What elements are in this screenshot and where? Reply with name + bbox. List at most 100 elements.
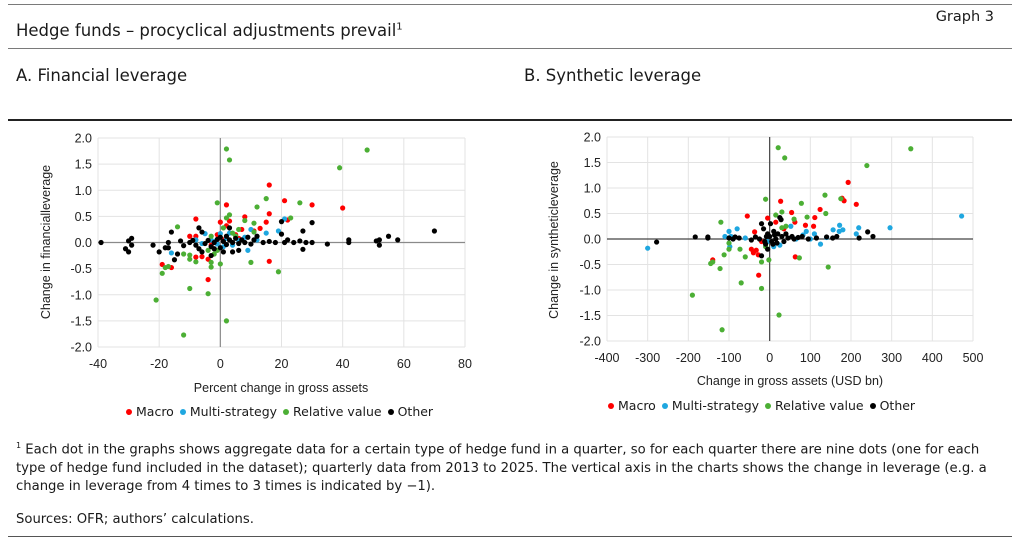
data-point-relative_value bbox=[226, 157, 233, 163]
data-point-other bbox=[752, 234, 759, 240]
panel-b-title: B. Synthetic leverage bbox=[524, 66, 702, 85]
legend-item-macro: Macro bbox=[602, 398, 656, 413]
data-point-relative_value bbox=[726, 240, 732, 246]
data-point-other bbox=[830, 235, 836, 241]
x-tick-label: 300 bbox=[881, 351, 902, 365]
x-tick-label: 100 bbox=[800, 351, 821, 365]
data-point-other bbox=[168, 229, 174, 235]
data-point-relative_value bbox=[187, 252, 193, 258]
data-point-macro bbox=[810, 223, 817, 229]
data-point-other bbox=[242, 239, 248, 246]
data-point-macro bbox=[187, 233, 193, 239]
data-point-other bbox=[251, 237, 257, 243]
chart-financial-leverage: Change in financialleverage Percent chan… bbox=[39, 132, 472, 396]
data-point-relative_value bbox=[908, 146, 914, 152]
data-point-relative_value bbox=[275, 269, 282, 275]
data-point-other bbox=[181, 243, 187, 249]
data-point-multi_strategy bbox=[811, 231, 817, 237]
series-relative_value bbox=[153, 146, 370, 338]
legend-label: Multi-strategy bbox=[671, 398, 760, 413]
data-point-relative_value bbox=[721, 252, 727, 258]
data-point-relative_value bbox=[791, 216, 797, 222]
data-point-other bbox=[654, 239, 660, 245]
data-point-other bbox=[758, 221, 765, 227]
y-tick-label: -1.5 bbox=[70, 314, 92, 328]
data-point-relative_value bbox=[208, 264, 214, 270]
data-point-multi_strategy bbox=[722, 233, 728, 240]
data-point-other bbox=[865, 229, 871, 235]
legend-dot-icon bbox=[179, 409, 186, 415]
y-tick-label: 0.5 bbox=[75, 210, 92, 224]
panel-rule bbox=[8, 119, 1012, 121]
legend-item-multi_strategy: Multi-strategy bbox=[656, 398, 759, 413]
data-point-macro bbox=[205, 276, 211, 283]
data-point-relative_value bbox=[758, 285, 765, 292]
data-point-relative_value bbox=[737, 246, 743, 252]
data-point-other bbox=[346, 237, 352, 243]
data-point-relative_value bbox=[796, 255, 802, 261]
legend-dot-icon bbox=[869, 403, 876, 409]
data-point-other bbox=[758, 253, 765, 259]
data-point-macro bbox=[802, 222, 809, 228]
data-point-other bbox=[324, 241, 330, 247]
data-point-other bbox=[229, 239, 236, 246]
data-point-other bbox=[217, 245, 223, 251]
y-tick-label: 2.0 bbox=[75, 132, 92, 146]
data-point-relative_value bbox=[775, 145, 781, 151]
data-point-other bbox=[125, 249, 132, 255]
data-point-relative_value bbox=[159, 270, 165, 276]
data-point-multi_strategy bbox=[742, 235, 748, 241]
footnote: 1 Each dot in the graphs shows aggregate… bbox=[16, 437, 1011, 497]
data-point-other bbox=[771, 232, 778, 238]
data-point-multi_strategy bbox=[837, 222, 843, 228]
x-tick-label: 80 bbox=[458, 357, 472, 371]
data-point-macro bbox=[765, 215, 771, 221]
data-point-other bbox=[781, 238, 787, 245]
x-axis-label: Change in gross assets (USD bn) bbox=[697, 374, 883, 388]
data-point-macro bbox=[812, 214, 818, 221]
data-point-relative_value bbox=[758, 259, 765, 265]
x-tick-label: -300 bbox=[635, 351, 660, 365]
data-point-other bbox=[309, 220, 315, 226]
data-point-macro bbox=[817, 206, 823, 213]
panel-a-title: A. Financial leverage bbox=[16, 66, 188, 85]
data-point-relative_value bbox=[773, 212, 779, 218]
data-point-other bbox=[193, 242, 199, 248]
data-point-relative_value bbox=[217, 261, 223, 267]
data-point-other bbox=[150, 242, 156, 248]
y-tick-label: 1.5 bbox=[584, 156, 601, 170]
data-point-relative_value bbox=[804, 214, 810, 220]
data-point-macro bbox=[257, 225, 263, 231]
data-point-multi_strategy bbox=[217, 231, 223, 237]
data-point-other bbox=[199, 229, 205, 235]
y-tick-label: 1.5 bbox=[75, 158, 92, 172]
data-point-relative_value bbox=[223, 146, 230, 152]
data-point-relative_value bbox=[223, 318, 230, 324]
data-point-macro bbox=[242, 214, 248, 220]
data-point-relative_value bbox=[208, 233, 214, 239]
data-point-other bbox=[129, 235, 135, 241]
data-point-other bbox=[779, 233, 785, 240]
x-tick-label: 500 bbox=[963, 351, 984, 365]
data-point-other bbox=[245, 234, 251, 240]
data-point-relative_value bbox=[742, 254, 748, 260]
data-point-other bbox=[385, 233, 392, 239]
title-rule bbox=[8, 48, 1012, 49]
y-tick-label: -2.0 bbox=[70, 341, 92, 355]
legend-dot-icon bbox=[283, 409, 290, 415]
y-tick-label: -0.5 bbox=[70, 262, 92, 276]
data-point-relative_value bbox=[153, 297, 159, 303]
data-point-relative_value bbox=[187, 256, 193, 262]
series-relative_value bbox=[689, 145, 914, 333]
data-point-other bbox=[248, 241, 254, 247]
data-point-macro bbox=[756, 272, 762, 278]
data-point-other bbox=[196, 246, 202, 252]
legend-dot-icon bbox=[661, 403, 668, 409]
y-tick-label: -0.5 bbox=[579, 258, 601, 272]
data-point-other bbox=[824, 234, 830, 240]
data-point-macro bbox=[263, 219, 269, 225]
legend-label: Relative value bbox=[293, 404, 382, 419]
chart-synthetic-leverage: Change in syntheticleverage Change in gr… bbox=[547, 131, 984, 389]
data-point-relative_value bbox=[822, 192, 828, 198]
data-point-relative_value bbox=[288, 215, 294, 221]
